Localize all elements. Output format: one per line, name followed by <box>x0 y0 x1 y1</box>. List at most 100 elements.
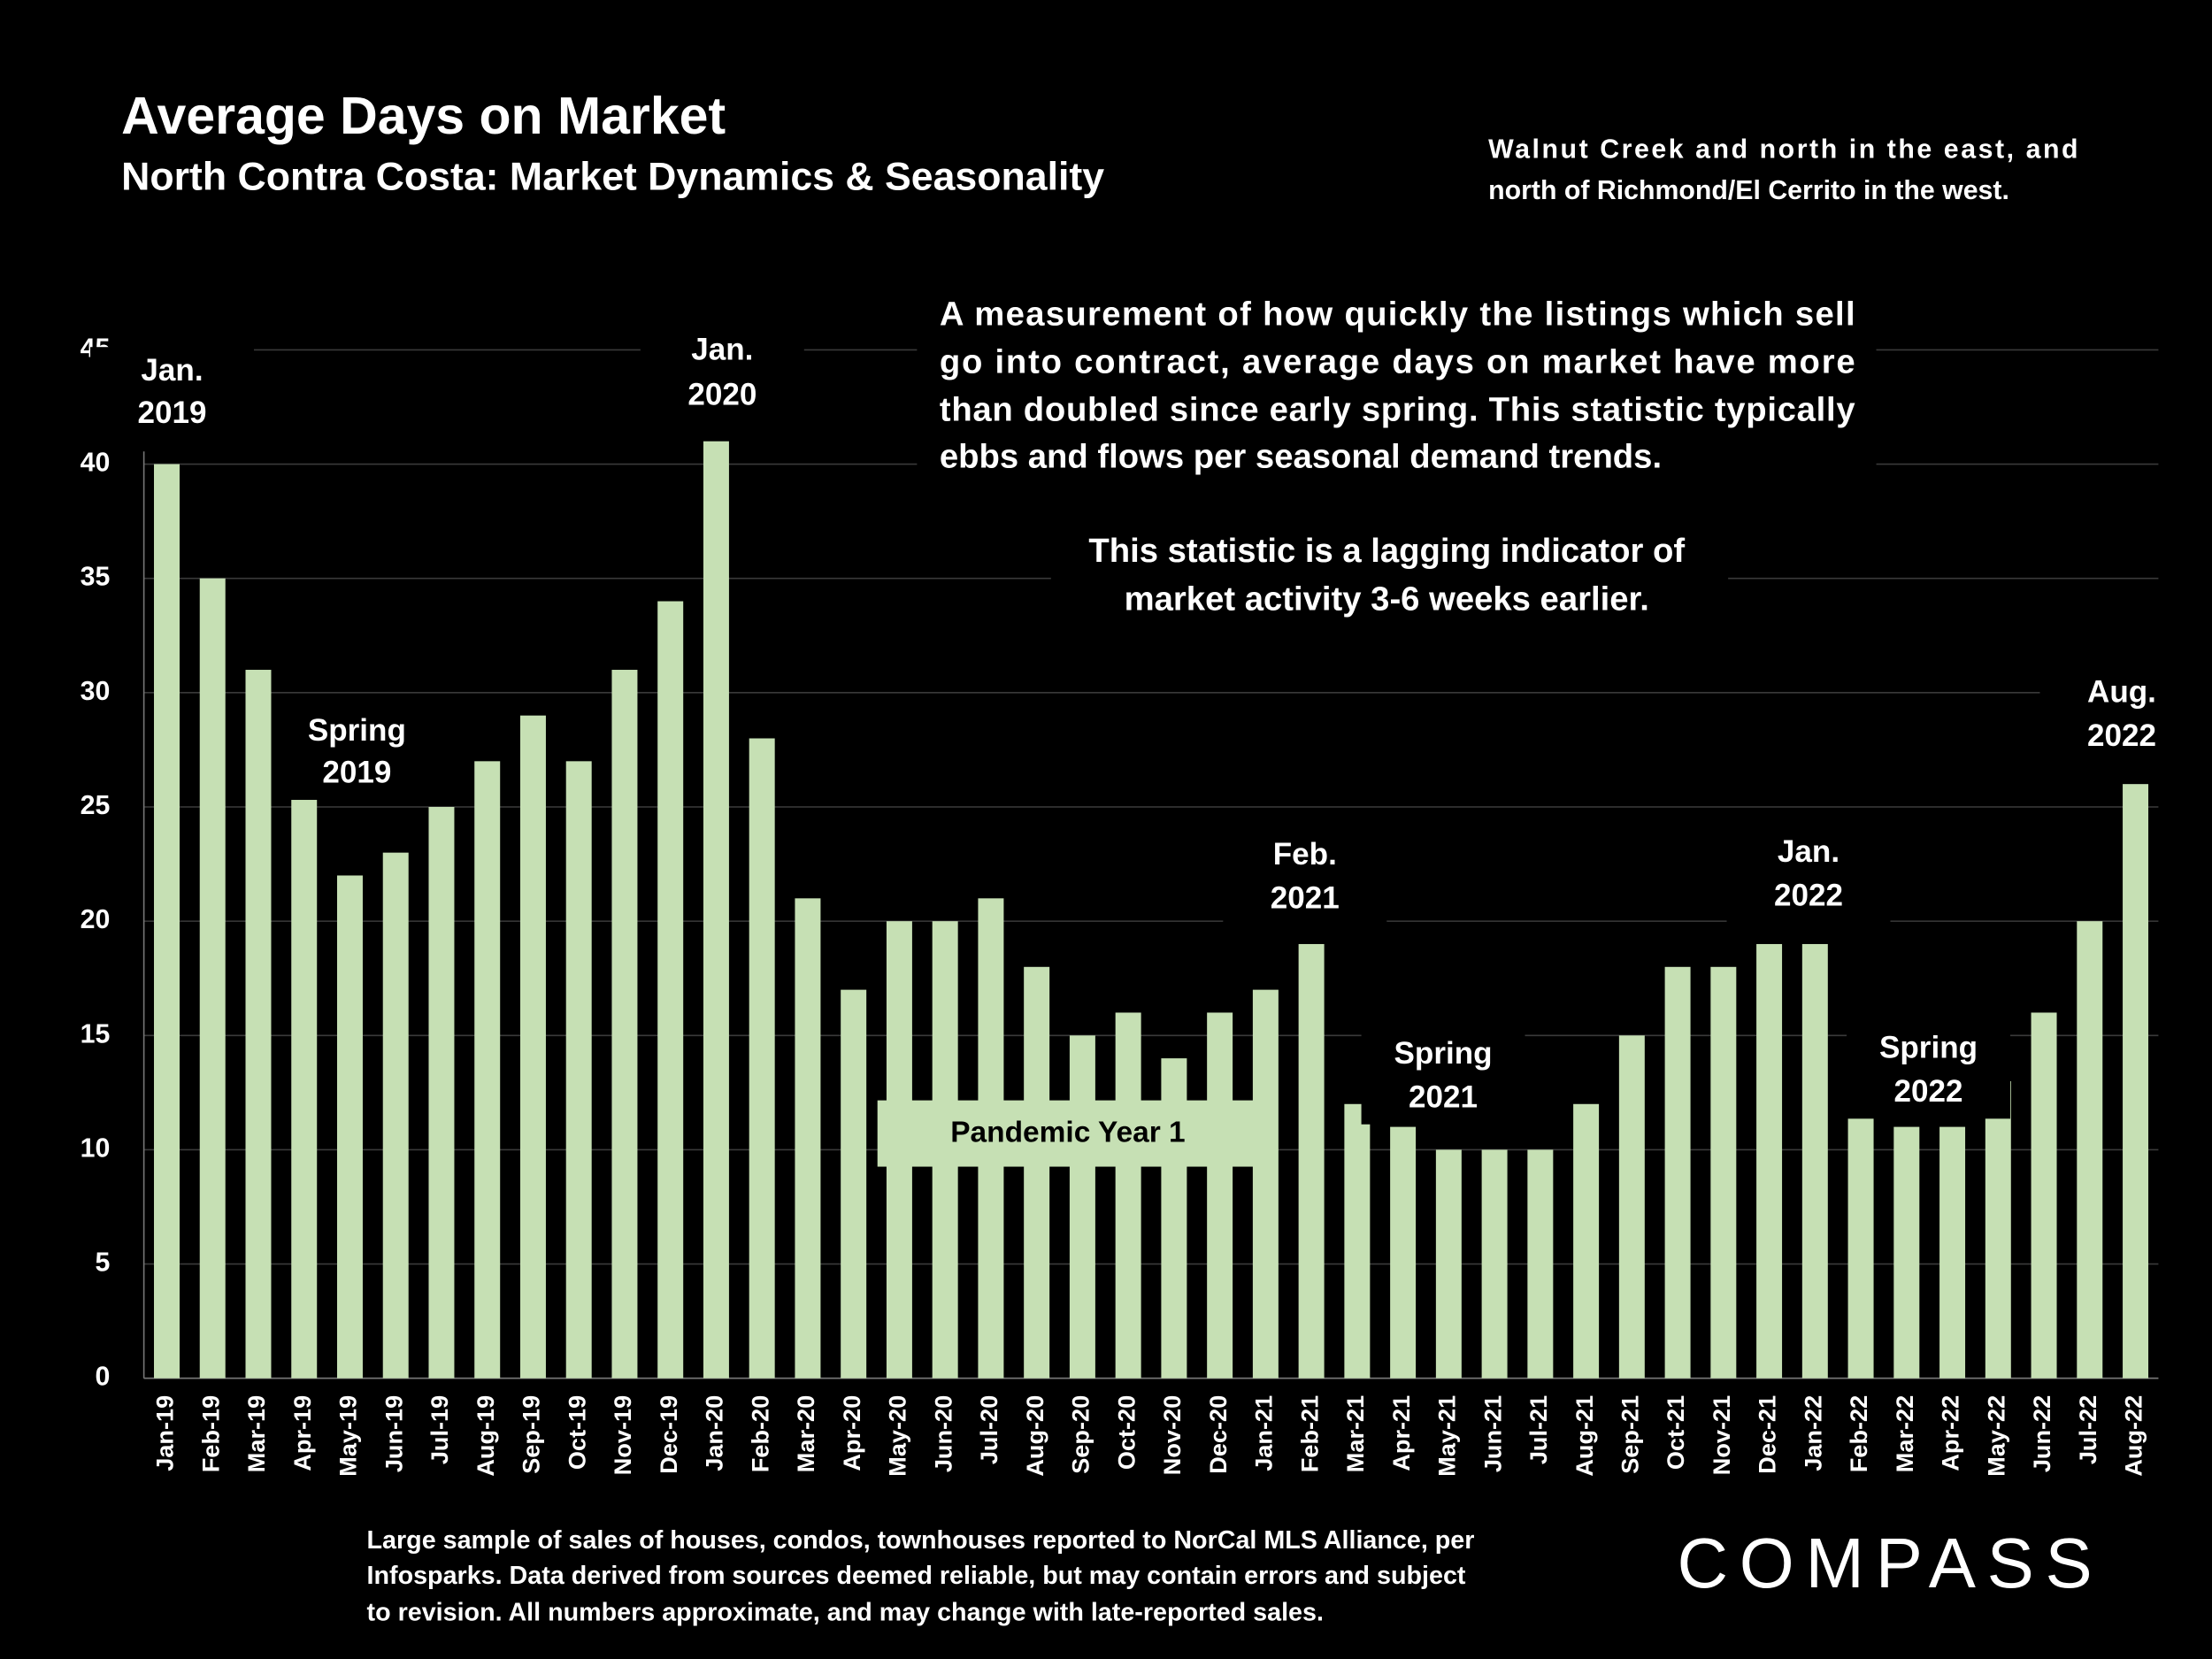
bar <box>1756 943 1783 1379</box>
x-tick-label: Dec-20 <box>1204 1395 1232 1474</box>
y-tick-label: 10 <box>81 1133 111 1163</box>
bar <box>382 852 409 1379</box>
bar <box>1024 966 1050 1379</box>
x-tick-label: Oct-21 <box>1662 1395 1689 1470</box>
y-tick-label: 5 <box>96 1248 111 1278</box>
description: A measurement of how quickly the listing… <box>940 295 1855 333</box>
x-tick-label: Jan-21 <box>1250 1395 1278 1471</box>
annotation-backdrop <box>90 347 254 441</box>
x-tick-label: Jun-20 <box>929 1395 956 1472</box>
bar <box>703 441 729 1379</box>
bar <box>428 806 455 1379</box>
x-tick-label: Apr-19 <box>288 1395 316 1471</box>
bar <box>1893 1126 1920 1379</box>
bar <box>1069 1035 1095 1379</box>
text-backdrop <box>1050 525 1729 631</box>
description: go into contract, average days on market… <box>940 342 1855 380</box>
annotation: 2019 <box>322 756 391 790</box>
x-tick-label: Jan-22 <box>1799 1395 1826 1471</box>
x-tick-label: Nov-20 <box>1158 1395 1186 1475</box>
bar <box>1801 943 1828 1379</box>
annotation: 2022 <box>1894 1074 1963 1109</box>
bar <box>474 761 501 1379</box>
annotation-backdrop <box>1847 1024 2011 1119</box>
x-tick-label: Feb-19 <box>196 1395 224 1472</box>
annotation: Spring <box>308 713 406 748</box>
annotation: 2021 <box>1271 880 1340 915</box>
x-tick-label: Mar-19 <box>242 1395 270 1472</box>
bar <box>1435 1149 1462 1379</box>
annotation-backdrop <box>1223 831 1387 926</box>
x-tick-label: May-22 <box>1982 1395 2009 1477</box>
x-tick-label: Mar-20 <box>792 1395 819 1472</box>
bar <box>519 715 546 1379</box>
plot: Jan-19 Feb-19 Mar-19 Apr-19 May-19 Jun-19 Jul-… <box>151 441 2149 1477</box>
x-tick-label: Feb-22 <box>1845 1395 1872 1472</box>
y-tick-label: 20 <box>81 905 111 934</box>
x-tick-label: May-21 <box>1433 1395 1461 1477</box>
bar <box>1207 1012 1233 1379</box>
annotation: 2021 <box>1409 1079 1478 1114</box>
x-tick-label: Jan-20 <box>701 1395 728 1471</box>
annotation-backdrop <box>1361 1029 1525 1125</box>
x-tick-label: Dec-21 <box>1754 1395 1781 1474</box>
x-tick-label: Oct-20 <box>1112 1395 1140 1470</box>
bar <box>1985 1080 2011 1379</box>
bar <box>336 875 363 1379</box>
footnote: to revision. All numbers approximate, an… <box>367 1599 1324 1627</box>
x-tick-label: Sep-21 <box>1617 1395 1644 1474</box>
bar <box>749 738 775 1379</box>
x-tick-label: Sep-19 <box>518 1395 545 1474</box>
x-tick-label: Feb-21 <box>1295 1395 1323 1472</box>
description: ebbs and flows per seasonal demand trend… <box>940 437 1662 475</box>
bar <box>2031 1012 2057 1379</box>
annotation: Jan. <box>1778 834 1839 869</box>
annotation: 2020 <box>687 377 757 411</box>
y-tick-label: 40 <box>81 449 111 478</box>
chart-title: Average Days on Market <box>121 87 726 145</box>
annotation: Jan. <box>691 332 753 366</box>
bar <box>199 578 226 1379</box>
x-tick-label: May-20 <box>884 1395 911 1477</box>
x-tick-label: Apr-20 <box>838 1395 865 1471</box>
annotation: Feb. <box>1273 837 1337 872</box>
annotation: Jan. <box>141 353 203 388</box>
x-tick-label: Dec-19 <box>655 1395 682 1474</box>
region-note: north of Richmond/El Cerrito in the west… <box>1488 176 2009 205</box>
period-box <box>877 1100 1256 1167</box>
overlay: A measurement of how quickly the listing… <box>90 288 2204 1627</box>
bar <box>2123 784 2149 1379</box>
bar <box>841 989 867 1379</box>
y-tick-label: 15 <box>81 1019 111 1048</box>
bar <box>1939 1126 1966 1379</box>
bar <box>1527 1149 1554 1379</box>
bar <box>1618 1035 1645 1379</box>
x-tick-label: Feb-20 <box>746 1395 773 1472</box>
annotation: Aug. <box>2087 675 2156 710</box>
bar <box>1710 966 1737 1379</box>
bar <box>2077 921 2103 1379</box>
annotation-backdrop <box>2039 668 2204 764</box>
period-label: Pandemic Year 1 <box>950 1117 1185 1149</box>
x-tick-label: Aug-20 <box>1021 1395 1048 1477</box>
bar <box>795 898 821 1379</box>
x-tick-label: Apr-22 <box>1937 1395 1964 1471</box>
x-tick-label: Jun-21 <box>1479 1395 1506 1472</box>
footnote: Large sample of sales of houses, condos,… <box>367 1526 1475 1555</box>
bar <box>1252 989 1279 1379</box>
y-tick-label: 30 <box>81 677 111 706</box>
x-tick-label: Mar-21 <box>1341 1395 1369 1472</box>
x-tick-label: Aug-22 <box>2120 1395 2147 1477</box>
bar <box>1573 1103 1600 1379</box>
annotation: Spring <box>1879 1030 1978 1064</box>
annotation-backdrop <box>274 706 439 801</box>
x-tick-label: Apr-21 <box>1387 1395 1415 1471</box>
x-tick-label: Aug-19 <box>472 1395 499 1477</box>
bar <box>1481 1149 1508 1379</box>
x-tick-label: Mar-22 <box>1891 1395 1918 1472</box>
x-tick-label: Jul-19 <box>426 1395 453 1464</box>
x-tick-label: Nov-21 <box>1708 1395 1735 1475</box>
y-tick-label: 25 <box>81 791 111 820</box>
y-tick-label: 0 <box>96 1363 111 1392</box>
